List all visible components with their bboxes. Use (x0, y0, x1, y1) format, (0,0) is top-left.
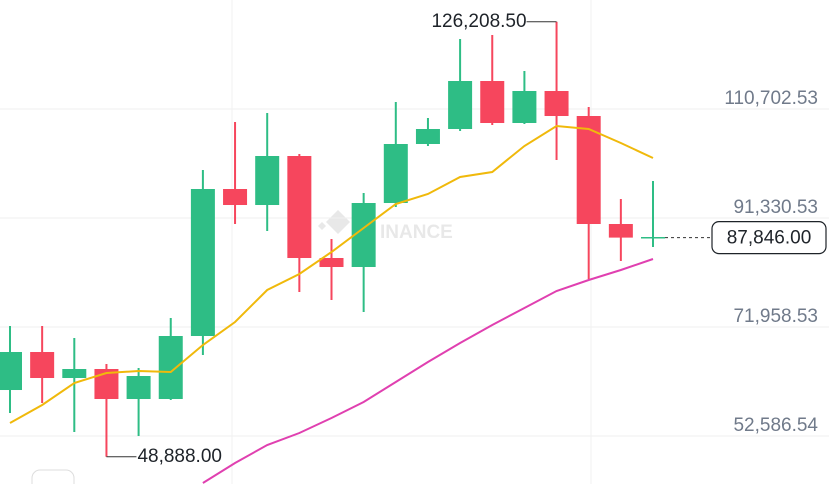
plot: 110,702.53 91,330.53 71,958.53 52,586.54 126… (0, 11, 829, 484)
y-tick-label: 52,586.54 (733, 415, 818, 436)
candle-body (608, 224, 633, 238)
candle-body (641, 237, 665, 239)
watermark: INANCE (318, 210, 453, 243)
candle-body (544, 90, 569, 117)
candle-body (30, 352, 55, 379)
candle-body (383, 144, 408, 204)
ma-line (202, 258, 654, 484)
candle-body (158, 336, 183, 400)
candle-body (223, 189, 248, 206)
y-tick-label: 71,958.53 (733, 306, 818, 327)
candle-body (62, 369, 87, 379)
ma-line (9, 124, 654, 424)
candle-body (415, 129, 440, 145)
y-tick-label: 110,702.53 (724, 88, 818, 109)
candle-body (512, 90, 537, 124)
candle-body (190, 189, 215, 337)
candle-body (576, 116, 601, 225)
candle-body (319, 258, 344, 268)
candle-body (0, 352, 22, 391)
low-marker-label: 48,888.00 (137, 446, 222, 467)
candle-body (480, 81, 505, 124)
watermark-text: INANCE (380, 222, 453, 243)
candle-body (287, 156, 312, 259)
high-marker-label: 126,208.50 (431, 11, 526, 32)
tool-button[interactable] (31, 469, 75, 484)
y-tick-label: 91,330.53 (733, 197, 818, 218)
last-price-label: 87,846.00 (727, 228, 812, 249)
candle-body (448, 81, 473, 130)
watermark-logo (318, 210, 350, 234)
candle-body (126, 376, 151, 400)
last-price-box (711, 221, 827, 255)
candle-body (255, 156, 280, 206)
